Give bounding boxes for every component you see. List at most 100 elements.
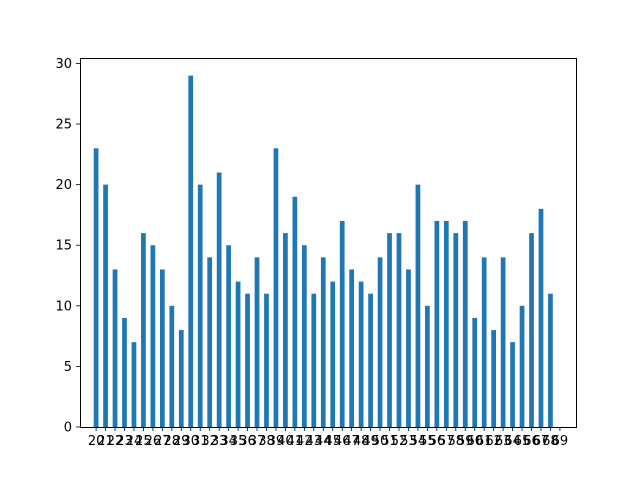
bar-35 [235, 281, 241, 427]
bar-25 [141, 233, 146, 427]
x-tick-label-46: 46 [334, 434, 351, 449]
x-tick-label-64: 64 [504, 434, 521, 449]
bar-62 [491, 330, 497, 427]
bar-31 [197, 184, 203, 427]
x-tick-label-45: 45 [324, 434, 341, 449]
x-tick-label-61: 61 [476, 434, 493, 449]
bar-46 [339, 220, 345, 427]
bar-59 [462, 220, 468, 427]
bar-33 [216, 172, 222, 427]
x-tick-label-49: 49 [362, 434, 379, 449]
x-tick-label-67: 67 [533, 434, 550, 449]
x-tick-label-55: 55 [419, 434, 436, 449]
bar-28 [169, 305, 175, 427]
y-tick-label-15: 15 [55, 239, 72, 254]
bar-20 [93, 148, 99, 427]
x-tick-label-50: 50 [372, 434, 389, 449]
x-tick-label-51: 51 [381, 434, 398, 449]
x-tick-label-69: 69 [552, 434, 569, 449]
x-tick-label-22: 22 [107, 434, 124, 449]
x-tick-label-26: 26 [145, 434, 162, 449]
y-tick-label-20: 20 [55, 178, 72, 193]
bar-58 [453, 233, 459, 427]
x-tick-label-40: 40 [277, 434, 294, 449]
x-tick-label-42: 42 [296, 434, 313, 449]
bar-63 [500, 257, 506, 427]
bar-67 [538, 208, 544, 427]
bar-39 [273, 148, 279, 427]
bar-36 [245, 293, 250, 427]
x-tick-label-32: 32 [201, 434, 218, 449]
bar-50 [377, 257, 383, 427]
bar-30 [188, 75, 194, 428]
y-tick-label-5: 5 [64, 360, 72, 375]
bar-27 [159, 269, 165, 427]
x-tick-label-54: 54 [410, 434, 427, 449]
x-axis-ticks: 2021222324252627282930313233343536373839… [88, 427, 568, 449]
bar-47 [349, 269, 355, 427]
bar-22 [112, 269, 118, 427]
x-tick-label-56: 56 [429, 434, 446, 449]
bar-68 [548, 293, 553, 427]
x-tick-label-28: 28 [164, 434, 181, 449]
x-tick-label-59: 59 [457, 434, 474, 449]
bar-43 [311, 293, 317, 427]
bar-29 [178, 330, 184, 427]
bar-40 [283, 233, 288, 427]
x-tick-label-57: 57 [438, 434, 455, 449]
bar-49 [368, 293, 373, 427]
bar-37 [254, 257, 260, 427]
x-tick-label-33: 33 [211, 434, 228, 449]
bar-56 [434, 220, 440, 427]
bar-32 [207, 257, 213, 427]
x-tick-label-31: 31 [192, 434, 209, 449]
bar-34 [226, 245, 231, 427]
x-tick-label-52: 52 [391, 434, 408, 449]
x-tick-label-66: 66 [523, 434, 540, 449]
x-tick-label-44: 44 [315, 434, 332, 449]
x-tick-label-36: 36 [239, 434, 256, 449]
bar-38 [264, 293, 269, 427]
bar-64 [510, 342, 515, 427]
y-tick-label-0: 0 [64, 421, 72, 436]
x-tick-label-21: 21 [97, 434, 114, 449]
x-tick-label-48: 48 [353, 434, 370, 449]
x-tick-label-43: 43 [306, 434, 323, 449]
x-tick-label-27: 27 [154, 434, 171, 449]
x-tick-label-39: 39 [268, 434, 285, 449]
bar-55 [425, 305, 430, 427]
bar-60 [472, 317, 478, 427]
x-tick-label-60: 60 [466, 434, 483, 449]
x-tick-label-68: 68 [542, 434, 559, 449]
y-tick-label-30: 30 [55, 57, 72, 72]
bar-23 [122, 317, 127, 427]
x-tick-label-34: 34 [220, 434, 237, 449]
x-tick-label-62: 62 [485, 434, 502, 449]
bar-48 [358, 281, 364, 427]
x-tick-label-20: 20 [88, 434, 105, 449]
x-tick-label-41: 41 [287, 434, 304, 449]
x-tick-label-38: 38 [258, 434, 275, 449]
x-tick-label-37: 37 [249, 434, 266, 449]
x-tick-label-25: 25 [135, 434, 152, 449]
bar-52 [396, 233, 402, 427]
bars-group [93, 75, 553, 428]
bar-44 [320, 257, 326, 427]
bar-53 [406, 269, 411, 427]
y-tick-label-10: 10 [55, 299, 72, 314]
bar-26 [150, 245, 156, 427]
x-tick-label-35: 35 [230, 434, 247, 449]
bar-57 [443, 220, 449, 427]
bar-42 [301, 245, 307, 427]
x-tick-label-23: 23 [116, 434, 133, 449]
bar-66 [529, 233, 534, 427]
x-tick-label-63: 63 [495, 434, 512, 449]
y-tick-label-25: 25 [55, 118, 72, 133]
bar-21 [103, 184, 108, 427]
x-tick-label-47: 47 [343, 434, 360, 449]
plot-frame [80, 58, 577, 428]
x-tick-label-53: 53 [400, 434, 417, 449]
bar-54 [415, 184, 421, 427]
bar-24 [131, 342, 137, 427]
x-tick-label-65: 65 [514, 434, 531, 449]
